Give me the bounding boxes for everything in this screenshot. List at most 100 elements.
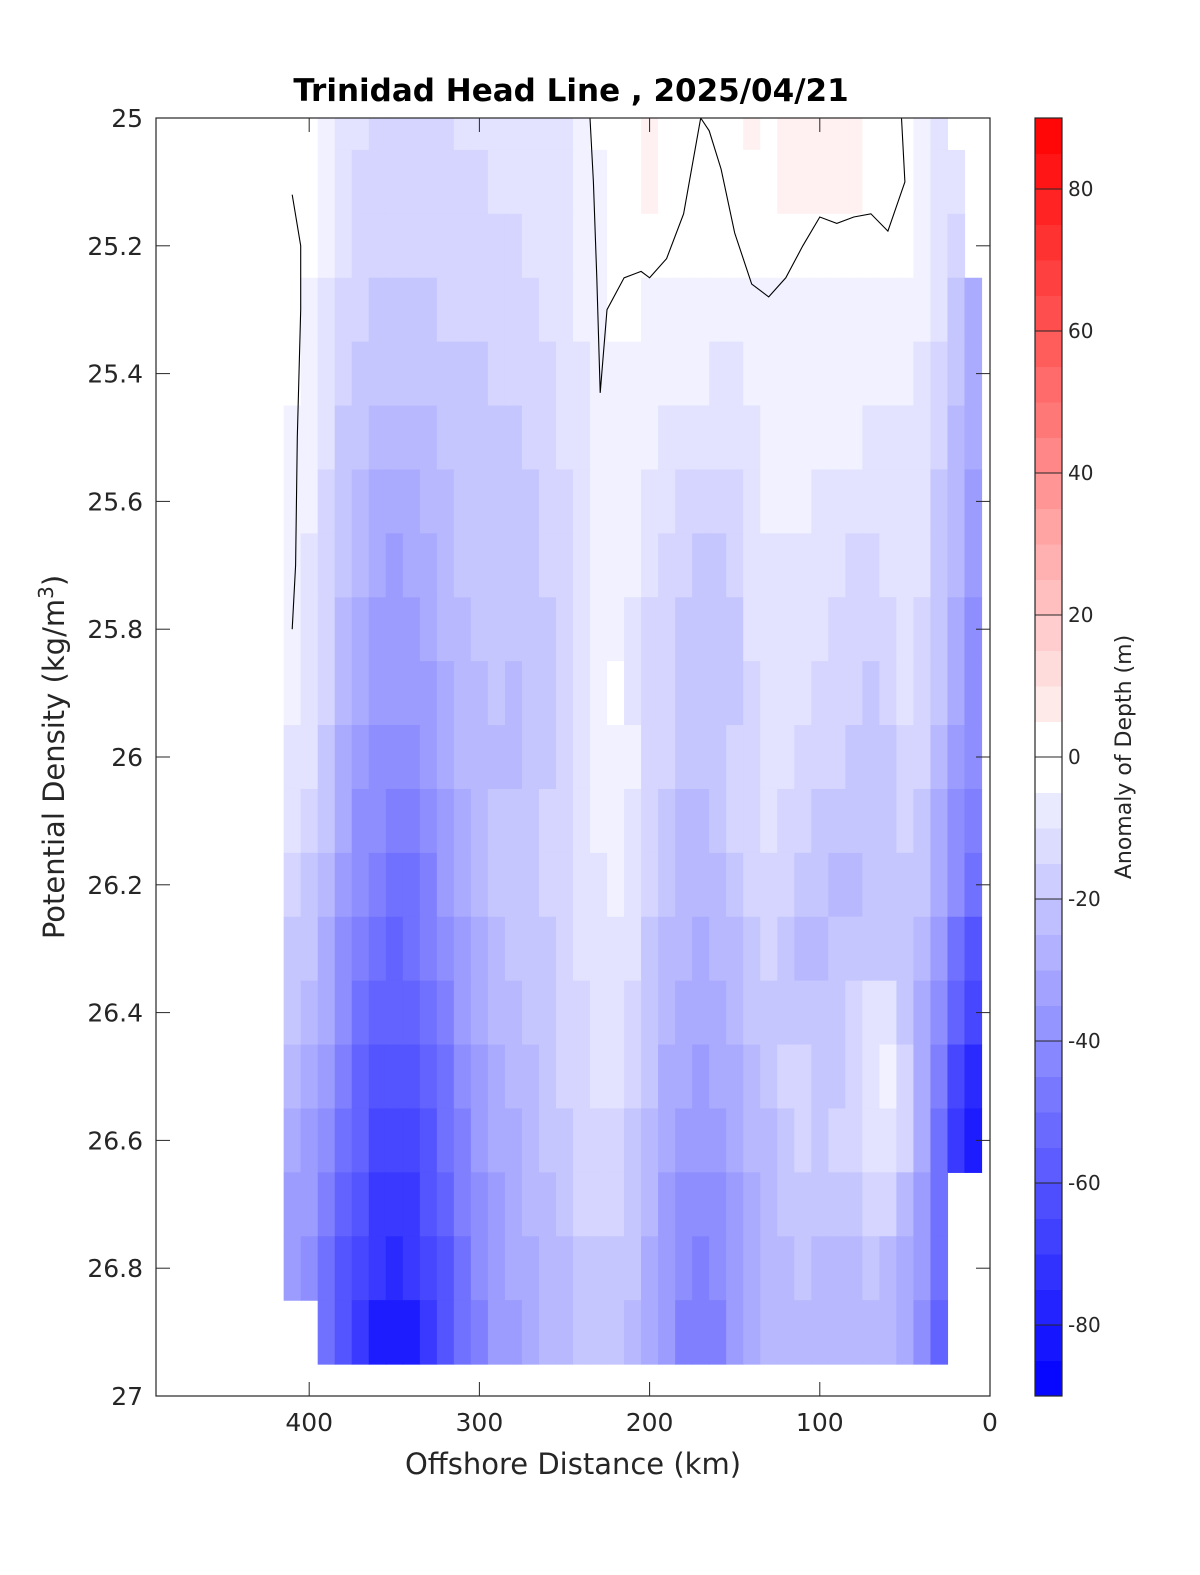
contour-cell — [896, 405, 915, 471]
contour-cell — [726, 149, 744, 215]
contour-cell — [555, 1044, 574, 1110]
contour-cell — [555, 661, 574, 726]
contour-cell — [521, 597, 540, 662]
contour-cell — [811, 341, 829, 407]
contour-cell — [385, 661, 404, 726]
contour-cell — [896, 341, 915, 407]
contour-cell — [590, 533, 608, 598]
contour-cell — [947, 469, 966, 534]
contour-cell — [879, 533, 897, 598]
contour-cell — [692, 341, 710, 407]
contour-cell — [964, 1044, 983, 1110]
contour-cell — [453, 788, 472, 854]
contour-cell — [777, 1236, 795, 1301]
y-tick-label: 25.8 — [87, 615, 143, 644]
contour-cell — [658, 533, 676, 598]
contour-cell — [504, 118, 523, 151]
contour-cell — [419, 533, 438, 598]
contour-cell — [573, 405, 591, 471]
contour-cell — [760, 1172, 778, 1237]
contour-cell — [862, 597, 880, 662]
contour-cell — [590, 916, 608, 982]
contour-cell — [402, 1044, 421, 1110]
contour-cell — [641, 213, 659, 279]
contour-cell — [930, 533, 949, 598]
contour-cell — [828, 980, 846, 1046]
contour-cell — [726, 661, 744, 726]
contour-cell — [521, 149, 540, 215]
contour-cell — [913, 149, 932, 215]
contour-cell — [743, 788, 761, 854]
contour-cell — [658, 725, 676, 790]
contour-cell — [283, 725, 302, 790]
contour-cell — [845, 725, 863, 790]
contour-cell — [947, 405, 966, 471]
contour-cell — [692, 149, 710, 215]
contour-cell — [896, 277, 915, 343]
colorbar-block — [1035, 1325, 1062, 1361]
contour-cell — [419, 341, 438, 407]
contour-cell — [709, 341, 727, 407]
contour-cell — [624, 1236, 642, 1301]
contour-cell — [317, 1300, 336, 1365]
contour-cell — [930, 341, 949, 407]
contour-cell — [692, 1108, 710, 1173]
contour-cell — [555, 213, 574, 279]
y-axis-label-main: Potential Density (kg/m — [37, 599, 71, 939]
contour-cell — [964, 277, 983, 343]
contour-cell — [470, 1236, 489, 1301]
contour-cell — [947, 341, 966, 407]
contour-cell — [317, 852, 336, 918]
contour-cell — [300, 149, 319, 215]
contour-cell — [334, 852, 353, 918]
contour-cell — [811, 916, 829, 982]
contour-cell — [777, 277, 795, 343]
contour-cell — [879, 1172, 897, 1237]
contour-cell — [419, 469, 438, 534]
contour-cell — [573, 118, 591, 151]
contour-cell — [283, 533, 302, 598]
contour-cell — [641, 1300, 659, 1365]
contour-cell — [879, 341, 897, 407]
contour-cell — [743, 852, 761, 918]
contour-cell — [453, 1108, 472, 1173]
contour-cell — [658, 149, 676, 215]
contour-cell — [521, 405, 540, 471]
contour-cell — [692, 725, 710, 790]
contour-cell — [624, 213, 642, 279]
colorbar-block — [1035, 1360, 1062, 1397]
contour-cell — [453, 661, 472, 726]
contour-cell — [283, 852, 302, 918]
contour-cell — [913, 405, 932, 471]
contour-cell — [709, 916, 727, 982]
contour-cell — [675, 118, 693, 151]
contour-cell — [538, 213, 557, 279]
contour-cell — [470, 469, 489, 534]
contour-cell — [658, 661, 676, 726]
contour-cell — [538, 533, 557, 598]
contour-cell — [555, 916, 574, 982]
contour-cell — [453, 1044, 472, 1110]
contour-cell — [641, 1172, 659, 1237]
contour-cell — [862, 1044, 880, 1110]
contour-cell — [590, 788, 608, 854]
contour-fill — [283, 118, 983, 1365]
contour-cell — [607, 725, 625, 790]
contour-cell — [641, 1236, 659, 1301]
contour-cell — [283, 1236, 302, 1301]
contour-cell — [658, 980, 676, 1046]
contour-cell — [828, 916, 846, 982]
contour-cell — [453, 725, 472, 790]
contour-cell — [794, 149, 812, 215]
contour-cell — [743, 533, 761, 598]
contour-cell — [453, 118, 472, 151]
contour-cell — [402, 149, 421, 215]
contour-cell — [538, 1172, 557, 1237]
contour-cell — [573, 661, 591, 726]
contour-cell — [641, 661, 659, 726]
contour-cell — [504, 213, 523, 279]
y-tick-label: 25.2 — [87, 232, 143, 261]
contour-cell — [743, 277, 761, 343]
contour-cell — [930, 661, 949, 726]
